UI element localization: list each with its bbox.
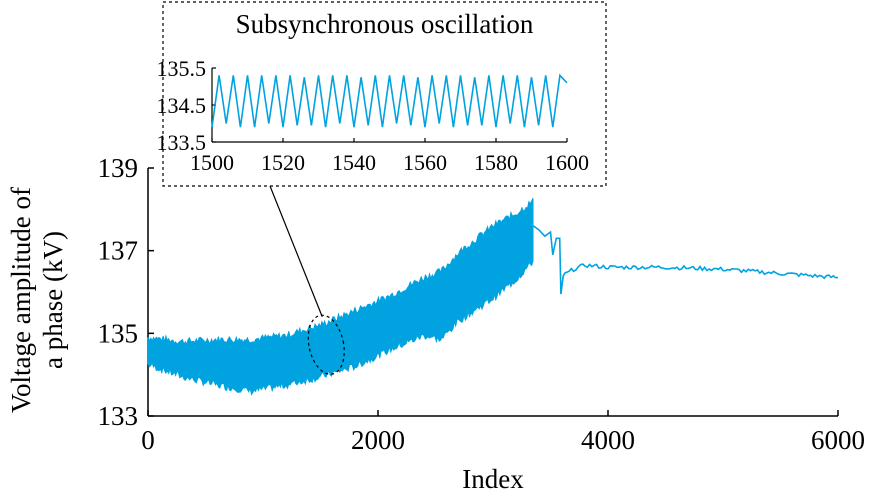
main-series (147, 197, 839, 396)
inset-y-tick-label: 133.5 (157, 130, 207, 155)
main-y-axis-label-line-2: a phase (kV) (38, 231, 68, 369)
main-x-axis-label: Index (462, 464, 524, 494)
main-chart: 0 2000 4000 6000 133 135 137 139 Index Voltage… (6, 153, 865, 494)
inset-x-tick-label: 1520 (261, 150, 305, 175)
inset-chart: Subsynchronous oscillation 1500 1520 1540 1… (157, 1, 607, 187)
main-y-tick-label: 135 (98, 318, 139, 348)
main-series-line (532, 225, 839, 295)
inset-x-tick-label: 1540 (332, 150, 376, 175)
inset-x-tick-label: 1560 (403, 150, 447, 175)
main-oscillation-band (147, 197, 534, 396)
inset-y-tick-label: 134.5 (157, 93, 207, 118)
inset-border (162, 1, 607, 187)
main-y-ticks: 133 135 137 139 (98, 153, 154, 431)
main-y-tick-label: 133 (98, 401, 139, 431)
main-x-tick-label: 0 (141, 425, 155, 455)
inset-connector-line (269, 185, 323, 317)
main-x-tick-label: 4000 (581, 425, 635, 455)
main-y-tick-label: 137 (98, 236, 139, 266)
inset-x-tick-label: 1500 (190, 150, 234, 175)
main-x-tick-label: 6000 (811, 425, 865, 455)
inset-x-ticks: 1500 1520 1540 1560 1580 1600 (190, 138, 589, 175)
inset-y-ticks: 133.5 134.5 135.5 (157, 56, 216, 155)
inset-y-tick-label: 135.5 (157, 56, 207, 81)
highlight-ellipse (307, 314, 345, 375)
main-y-axis-label-line-1: Voltage amplitude of (6, 187, 36, 413)
inset-x-tick-label: 1600 (545, 150, 589, 175)
main-x-tick-label: 2000 (351, 425, 405, 455)
main-x-ticks: 0 2000 4000 6000 (141, 410, 865, 455)
inset-x-tick-label: 1580 (474, 150, 518, 175)
inset-series-line (211, 73, 568, 128)
main-y-tick-label: 139 (98, 153, 139, 183)
inset-title: Subsynchronous oscillation (236, 9, 534, 39)
